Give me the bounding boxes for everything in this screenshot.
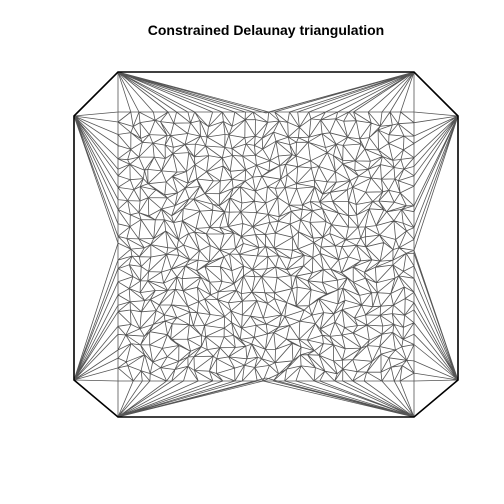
- interior-mesh-path: [117, 111, 415, 382]
- constraint-boundary: [73, 71, 459, 418]
- interior-mesh-edges: [117, 111, 415, 382]
- plot-title: Constrained Delaunay triangulation: [148, 22, 384, 38]
